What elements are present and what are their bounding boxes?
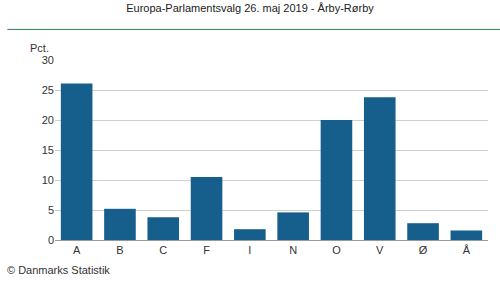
svg-text:N: N: [289, 244, 297, 256]
svg-text:30: 30: [42, 54, 54, 66]
svg-text:Europa-Parlamentsvalg 26. maj: Europa-Parlamentsvalg 26. maj 2019 - Årb…: [126, 2, 374, 14]
svg-text:I: I: [248, 244, 251, 256]
svg-text:B: B: [116, 244, 123, 256]
svg-text:F: F: [203, 244, 210, 256]
svg-text:O: O: [332, 244, 341, 256]
svg-text:15: 15: [42, 144, 54, 156]
svg-text:5: 5: [48, 204, 54, 216]
svg-text:C: C: [159, 244, 167, 256]
svg-text:V: V: [376, 244, 384, 256]
svg-text:25: 25: [42, 84, 54, 96]
svg-text:Å: Å: [463, 244, 471, 256]
svg-text:Ø: Ø: [419, 244, 428, 256]
svg-text:0: 0: [48, 234, 54, 246]
svg-text:A: A: [73, 244, 81, 256]
svg-text:20: 20: [42, 114, 54, 126]
svg-text:© Danmarks Statistik: © Danmarks Statistik: [7, 264, 110, 276]
svg-text:Pct.: Pct.: [30, 42, 49, 54]
svg-text:10: 10: [42, 174, 54, 186]
